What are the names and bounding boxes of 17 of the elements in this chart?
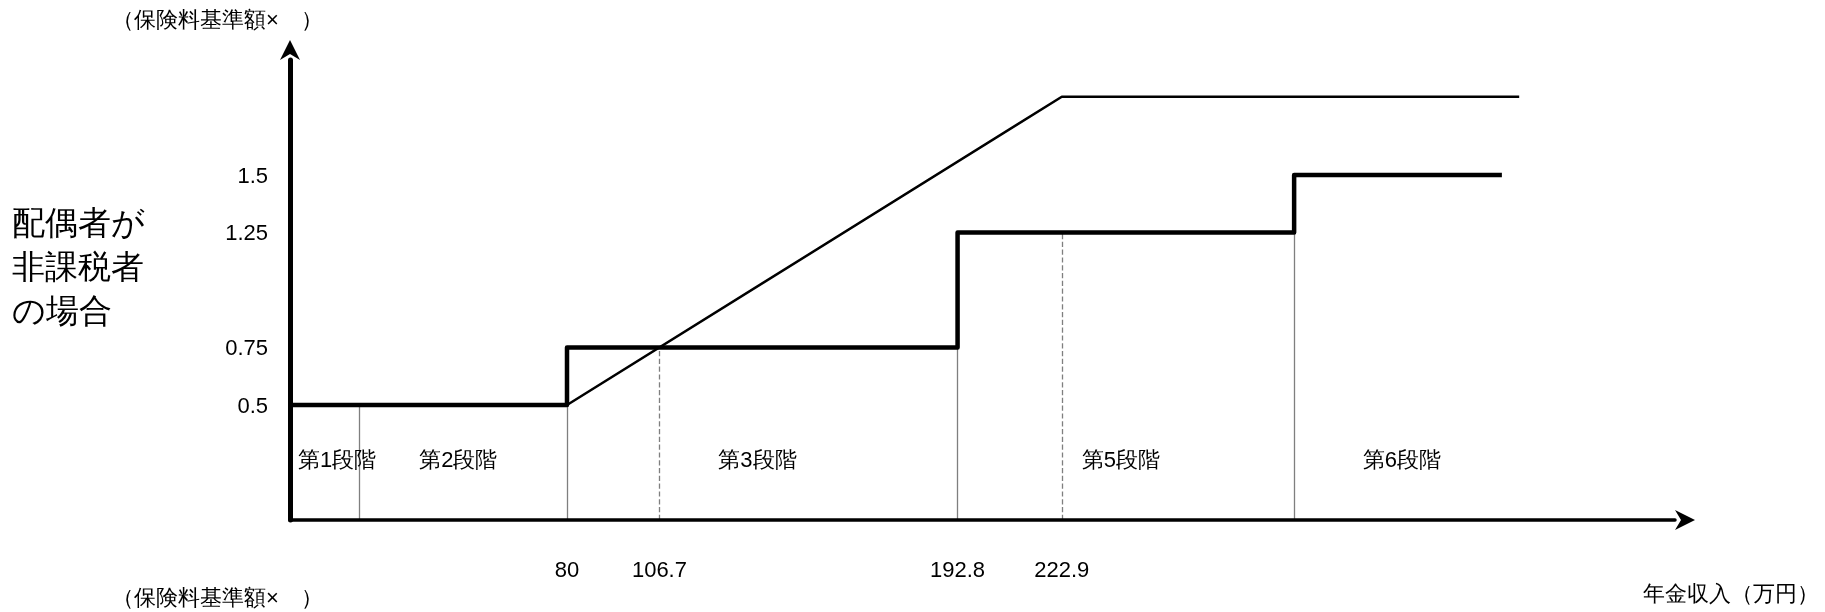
annotation: 第1段階 bbox=[298, 446, 377, 472]
annotation: 第2段階 bbox=[419, 446, 498, 472]
x-tick-label: 222.9 bbox=[1034, 556, 1090, 582]
x-tick-label: 192.8 bbox=[930, 556, 986, 582]
y-tick-label: 1.5 bbox=[237, 162, 268, 188]
x-tick-label: 80 bbox=[554, 556, 580, 582]
y-tick-label: 1.25 bbox=[225, 220, 268, 245]
text: （保険料基準額× ） bbox=[112, 584, 323, 610]
y-axis-title: （保険料基準額× ） bbox=[112, 6, 323, 32]
annotation: 第3段階 bbox=[718, 446, 797, 472]
x-tick-label: 106.7 bbox=[631, 556, 687, 582]
text: 配偶者が非課税者の場合 bbox=[12, 203, 145, 329]
y-tick-label: 0.75 bbox=[225, 335, 268, 360]
y-tick-label: 0.5 bbox=[237, 392, 268, 418]
x-axis-title: 年金収入（万円） bbox=[1643, 580, 1819, 606]
annotation: 第5段階 bbox=[1081, 446, 1161, 472]
annotation: 第6段階 bbox=[1362, 446, 1441, 472]
